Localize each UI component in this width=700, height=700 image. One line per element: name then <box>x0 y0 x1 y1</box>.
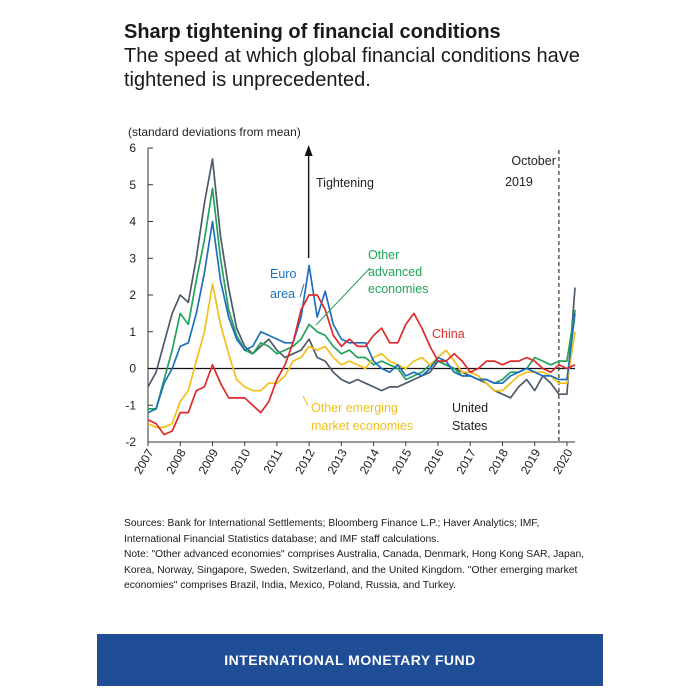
series-label-other-advanced-economies: Other <box>368 248 399 262</box>
y-tick-label: 0 <box>129 362 136 376</box>
x-tick-label: 2019 <box>518 446 544 476</box>
series-label-euro-area: area <box>270 287 295 301</box>
y-tick-label: -1 <box>125 398 136 412</box>
x-tick-label: 2009 <box>196 446 222 476</box>
x-tick-label: 2007 <box>131 446 157 476</box>
y-tick-label: -2 <box>125 435 136 449</box>
y-tick-label: 3 <box>129 251 136 265</box>
series-line-china <box>147 294 576 436</box>
series-label-other-emerging-market-economies: Other emerging <box>311 401 398 415</box>
series-label-united-states: States <box>452 419 487 433</box>
other-advanced-leader <box>315 267 371 326</box>
series-line-united-states <box>147 158 576 399</box>
chart-area: (standard deviations from mean) 6 5 4 3 2 1 0 -1… <box>125 125 576 477</box>
y-tick-label: 1 <box>129 325 136 339</box>
x-tick-label: 2017 <box>453 446 479 476</box>
chart-title: Sharp tightening of financial conditions <box>124 21 501 43</box>
tightening-label: Tightening <box>316 176 374 190</box>
x-tick-label: 2012 <box>292 446 318 476</box>
x-tick-label: 2015 <box>389 446 415 476</box>
october-year-label: 2019 <box>505 175 533 189</box>
y-tick-label: 5 <box>129 178 136 192</box>
x-tick-label: 2010 <box>228 446 254 476</box>
footer-label: INTERNATIONAL MONETARY FUND <box>224 652 476 668</box>
series-line-other-emerging-market-economies <box>147 283 576 429</box>
series-label-euro-area: Euro <box>270 267 296 281</box>
other-emerging-leader <box>302 395 309 407</box>
sources-text: Sources: Bank for International Settleme… <box>124 518 540 545</box>
x-tick-label: 2020 <box>550 446 576 476</box>
x-tick-label: 2016 <box>421 446 447 476</box>
x-tick-label: 2014 <box>357 446 383 476</box>
series-label-china: China <box>432 327 465 341</box>
x-tick-label: 2008 <box>163 446 189 476</box>
series-label-other-advanced-economies: economies <box>368 282 428 296</box>
x-tick-label: 2018 <box>486 446 512 476</box>
series-label-other-emerging-market-economies: market economies <box>311 419 413 433</box>
series-line-other-advanced-economies <box>148 187 576 410</box>
october-label: October <box>511 154 555 168</box>
imf-footer-banner: INTERNATIONAL MONETARY FUND <box>97 634 603 686</box>
x-tick-label: 2013 <box>324 446 350 476</box>
y-tick-label: 4 <box>129 215 136 229</box>
y-tick-label: 2 <box>129 288 136 302</box>
chart-subtitle: The speed at which global financial cond… <box>124 45 580 91</box>
series-label-other-advanced-economies: advanced <box>368 265 422 279</box>
sources-note: Sources: Bank for International Settleme… <box>124 516 594 594</box>
y-axis-label: (standard deviations from mean) <box>128 125 301 139</box>
euro-area-leader <box>299 283 305 298</box>
x-tick-label: 2011 <box>260 446 285 476</box>
series-line-euro-area <box>147 220 576 414</box>
series-label-united-states: United <box>452 401 488 415</box>
y-tick-label: 6 <box>129 141 136 155</box>
note-text: Note: "Other advanced economies" compris… <box>124 549 585 592</box>
tightening-arrow-head <box>304 145 313 156</box>
